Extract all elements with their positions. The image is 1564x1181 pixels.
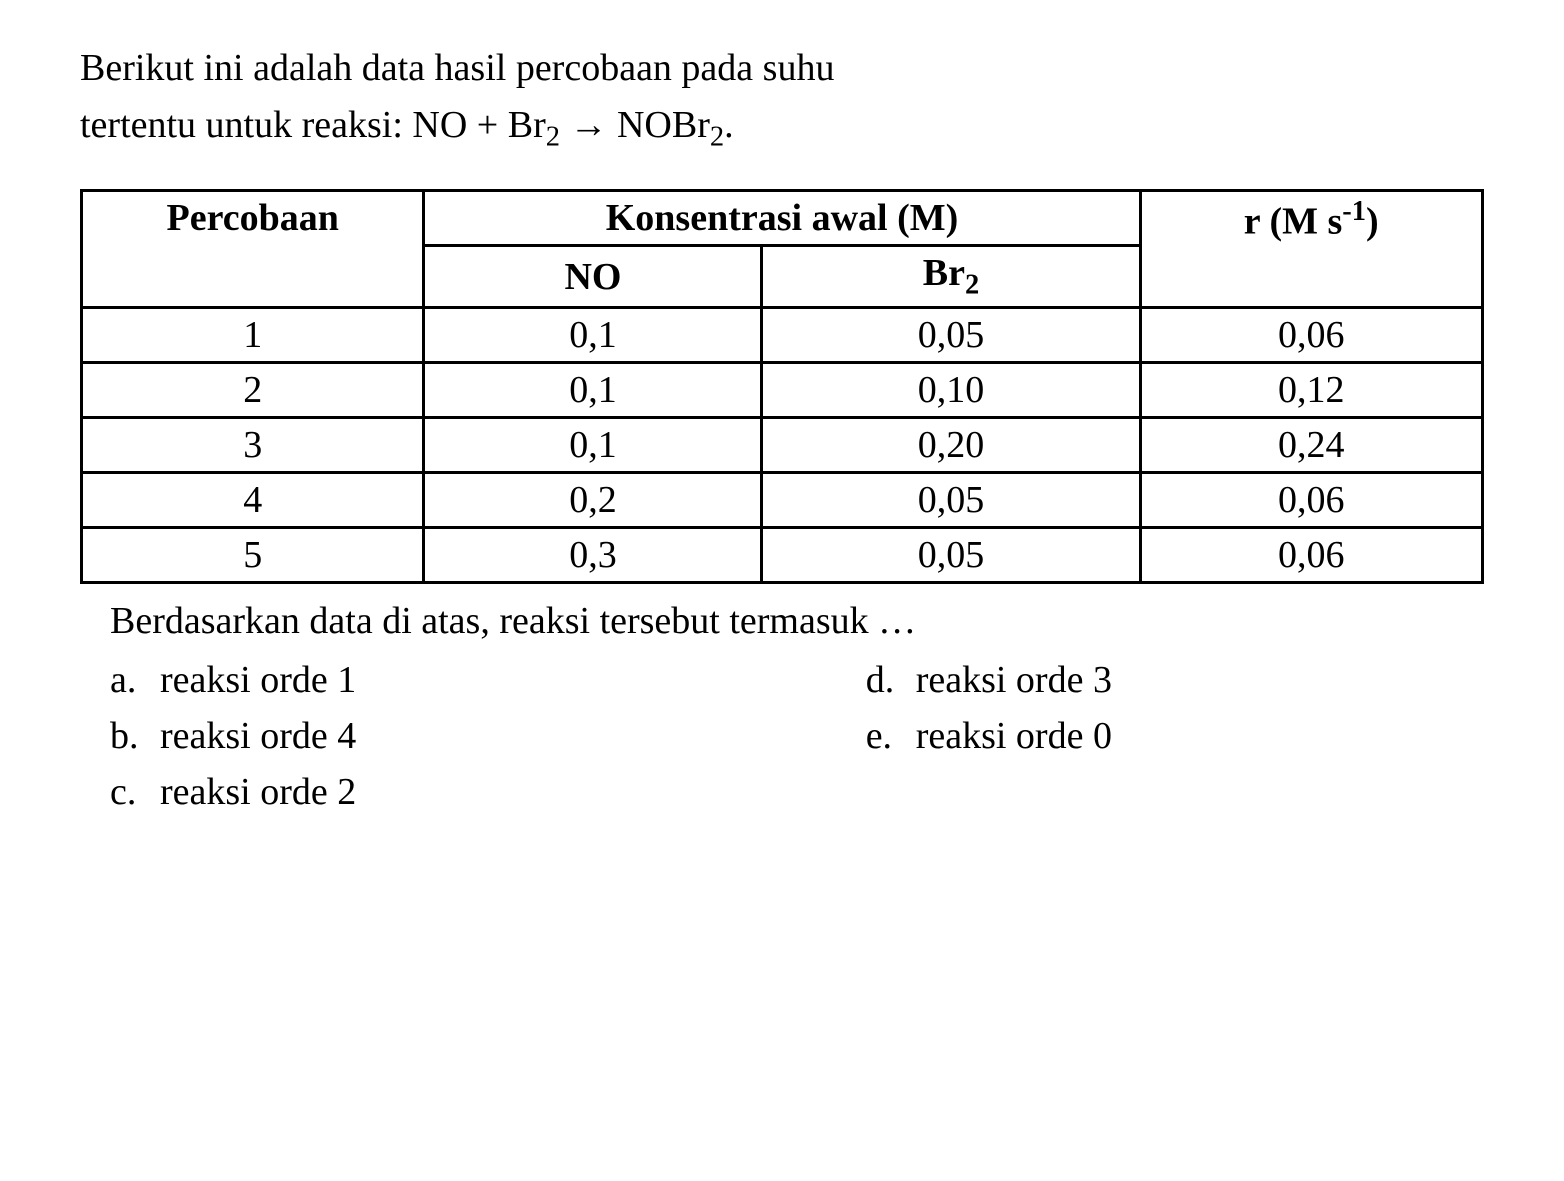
problem-line-1: Berikut ini adalah data hasil percobaan … bbox=[80, 47, 834, 89]
cell-rate: 0,06 bbox=[1140, 527, 1482, 582]
cell-br2: 0,20 bbox=[762, 417, 1140, 472]
answer-options: a. reaksi orde 1 b. reaksi orde 4 c. rea… bbox=[80, 658, 1484, 826]
answer-letter: d. bbox=[866, 658, 916, 702]
subheader-no: NO bbox=[424, 246, 762, 308]
answer-text: reaksi orde 4 bbox=[160, 714, 356, 758]
table-row: 3 0,1 0,20 0,24 bbox=[82, 417, 1483, 472]
answer-text: reaksi orde 1 bbox=[160, 658, 356, 702]
cell-no: 0,3 bbox=[424, 527, 762, 582]
cell-no: 0,2 bbox=[424, 472, 762, 527]
answer-d: d. reaksi orde 3 bbox=[866, 658, 1484, 702]
cell-percobaan: 4 bbox=[82, 472, 424, 527]
header-percobaan: Percobaan bbox=[82, 191, 424, 308]
answer-e: e. reaksi orde 0 bbox=[866, 714, 1484, 758]
cell-percobaan: 5 bbox=[82, 527, 424, 582]
table-row: 4 0,2 0,05 0,06 bbox=[82, 472, 1483, 527]
table-header-row-1: Percobaan Konsentrasi awal (M) r (M s-1) bbox=[82, 191, 1483, 246]
cell-rate: 0,24 bbox=[1140, 417, 1482, 472]
cell-rate: 0,06 bbox=[1140, 472, 1482, 527]
problem-line-2: tertentu untuk reaksi: NO + Br2 → NOBr2. bbox=[80, 97, 1484, 159]
answer-letter: c. bbox=[110, 770, 160, 814]
cell-no: 0,1 bbox=[424, 307, 762, 362]
answer-a: a. reaksi orde 1 bbox=[110, 658, 866, 702]
answer-column-left: a. reaksi orde 1 b. reaksi orde 4 c. rea… bbox=[110, 658, 866, 826]
subheader-br2: Br2 bbox=[762, 246, 1140, 308]
cell-rate: 0,06 bbox=[1140, 307, 1482, 362]
cell-br2: 0,05 bbox=[762, 472, 1140, 527]
answer-letter: a. bbox=[110, 658, 160, 702]
answer-text: reaksi orde 0 bbox=[916, 714, 1112, 758]
cell-br2: 0,05 bbox=[762, 307, 1140, 362]
cell-no: 0,1 bbox=[424, 417, 762, 472]
answer-b: b. reaksi orde 4 bbox=[110, 714, 866, 758]
cell-no: 0,1 bbox=[424, 362, 762, 417]
cell-percobaan: 2 bbox=[82, 362, 424, 417]
table-row: 1 0,1 0,05 0,06 bbox=[82, 307, 1483, 362]
header-rate: r (M s-1) bbox=[1140, 191, 1482, 308]
problem-statement: Berikut ini adalah data hasil percobaan … bbox=[80, 40, 1484, 159]
answer-letter: e. bbox=[866, 714, 916, 758]
answer-text: reaksi orde 3 bbox=[916, 658, 1112, 702]
header-konsentrasi: Konsentrasi awal (M) bbox=[424, 191, 1140, 246]
question-text: Berdasarkan data di atas, reaksi tersebu… bbox=[80, 599, 1484, 643]
table-row: 5 0,3 0,05 0,06 bbox=[82, 527, 1483, 582]
experiment-data-table: Percobaan Konsentrasi awal (M) r (M s-1)… bbox=[80, 189, 1484, 584]
answer-text: reaksi orde 2 bbox=[160, 770, 356, 814]
answer-letter: b. bbox=[110, 714, 160, 758]
cell-percobaan: 1 bbox=[82, 307, 424, 362]
cell-rate: 0,12 bbox=[1140, 362, 1482, 417]
answer-column-right: d. reaksi orde 3 e. reaksi orde 0 bbox=[866, 658, 1484, 826]
table-row: 2 0,1 0,10 0,12 bbox=[82, 362, 1483, 417]
cell-br2: 0,10 bbox=[762, 362, 1140, 417]
table-body: 1 0,1 0,05 0,06 2 0,1 0,10 0,12 3 0,1 0,… bbox=[82, 307, 1483, 582]
answer-c: c. reaksi orde 2 bbox=[110, 770, 866, 814]
cell-br2: 0,05 bbox=[762, 527, 1140, 582]
cell-percobaan: 3 bbox=[82, 417, 424, 472]
